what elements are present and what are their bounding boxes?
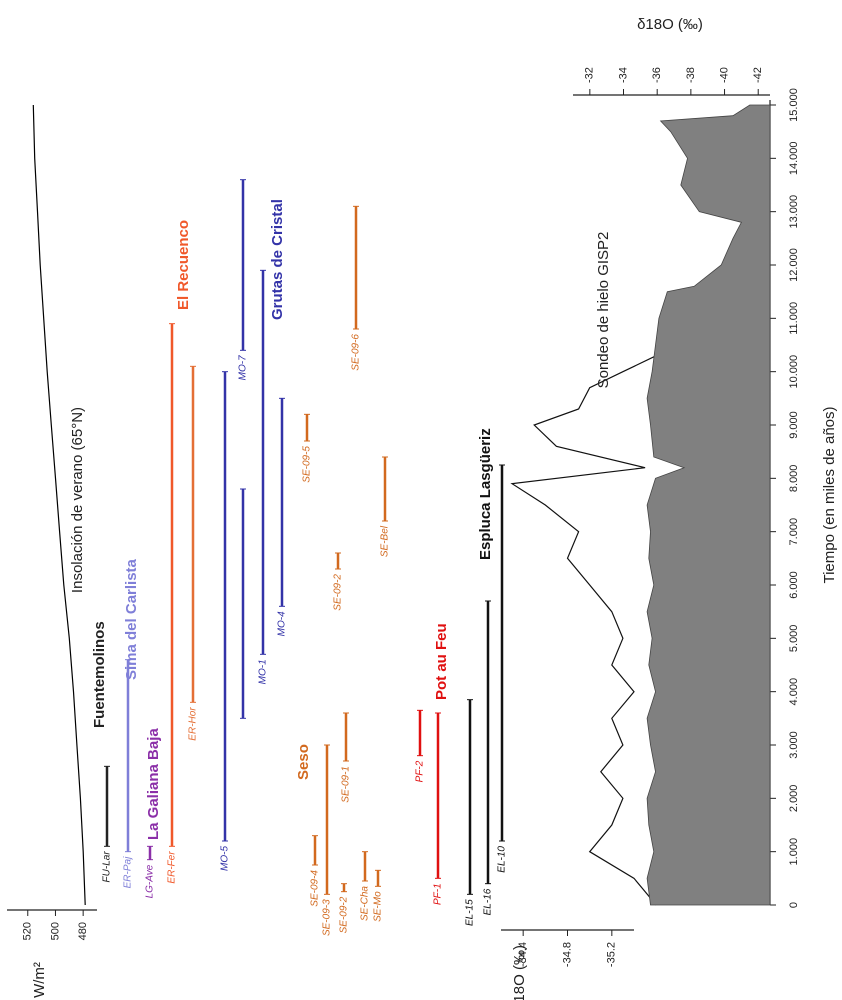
rotated-frame: 0 1.000 2.000 3.000 4.000 5.000 6.000 7.000 8.00… xyxy=(7,16,838,1000)
group-label: Seso xyxy=(295,744,312,780)
x-tick-label: 4.000 xyxy=(788,678,800,706)
range-label: LG-Ave xyxy=(145,864,156,898)
y-tick-label: -35.2 xyxy=(606,942,618,967)
range-label: SE-09-3 xyxy=(322,899,333,936)
range-label: SE-09-2 xyxy=(339,896,350,933)
range-label: ER-Fer xyxy=(167,851,178,884)
x-tick-label: 10.000 xyxy=(788,355,800,389)
range-label: SE-Cha xyxy=(360,886,371,921)
area xyxy=(646,104,771,906)
y-tick-label: -40 xyxy=(718,67,730,83)
range-label: MO-7 xyxy=(238,355,249,380)
range-label: SE-Bel xyxy=(380,525,391,557)
x-tick-label: 5.000 xyxy=(788,625,800,653)
range-label: SE-Mo xyxy=(373,891,384,922)
y-tick-label: -34.8 xyxy=(561,942,573,967)
range-label: ER-Hor xyxy=(188,707,199,741)
range-label: SE-09-5 xyxy=(302,446,313,483)
group-label: El Recuenco xyxy=(175,220,192,310)
range-label: PF-1 xyxy=(433,883,444,905)
range-label: MO-1 xyxy=(258,659,269,684)
y-tick-label: -36 xyxy=(651,67,663,83)
y-tick-label: 480 xyxy=(77,922,89,940)
group-label: Sima del Carlista xyxy=(123,558,140,680)
range-label: MO-5 xyxy=(220,846,231,871)
line xyxy=(510,355,657,906)
y-tick-label: -42 xyxy=(752,67,764,83)
range-label: EL-15 xyxy=(465,899,476,926)
x-tick-label: 7.000 xyxy=(788,518,800,546)
group-label: La Galiana Baja xyxy=(145,728,162,840)
range-label: SE-09-2 xyxy=(333,574,344,611)
range-label: EL-10 xyxy=(497,846,508,873)
range-label: MO-4 xyxy=(277,611,288,636)
chart-title: Insolación de verano (65°N) xyxy=(69,407,86,593)
range-label: FU-Lar xyxy=(102,851,113,883)
x-tick-label: 14.000 xyxy=(788,142,800,176)
line xyxy=(32,104,86,906)
x-axis-title: Tiempo (en miles de años) xyxy=(821,406,838,583)
y-axis-title: δ18O (‰) xyxy=(511,945,528,1000)
x-tick-label: 0 xyxy=(788,902,800,908)
chart-title: Sondeo de hielo GISP2 xyxy=(595,232,612,389)
y-axis-title: δ18O (‰) xyxy=(637,16,703,33)
x-tick-label: 13.000 xyxy=(788,195,800,229)
x-tick-label: 15.000 xyxy=(788,88,800,122)
y-tick-label: -32 xyxy=(584,67,596,83)
x-tick-label: 3.000 xyxy=(788,731,800,759)
range-label: PF-2 xyxy=(415,760,426,782)
y-axis-title: W/m² xyxy=(31,962,48,998)
y-tick-label: 500 xyxy=(49,922,61,940)
group-label: Pot au Feu xyxy=(433,623,450,700)
y-tick-label: -38 xyxy=(685,67,697,83)
range-label: SE-09-6 xyxy=(351,334,362,371)
x-tick-label: 8.000 xyxy=(788,465,800,493)
y-tick-label: -34.4 xyxy=(517,942,529,967)
group-label: Fuentemolinos xyxy=(91,621,108,728)
x-tick-label: 1.000 xyxy=(788,838,800,866)
group-label: Grutas de Cristal xyxy=(269,199,286,320)
x-tick-label: 9.000 xyxy=(788,411,800,439)
x-tick-label: 2.000 xyxy=(788,785,800,813)
group-label: Espluca Lasgüeriz xyxy=(477,428,494,560)
range-label: SE-09-1 xyxy=(341,766,352,803)
x-tick-label: 11.000 xyxy=(788,302,800,335)
range-label: SE-09-4 xyxy=(310,870,321,907)
y-tick-label: -34 xyxy=(617,67,629,83)
x-tick-label: 6.000 xyxy=(788,571,800,599)
range-label: EL-16 xyxy=(483,888,494,915)
x-tick-label: 12.000 xyxy=(788,248,800,282)
range-label: ER-Paj xyxy=(123,856,134,888)
y-tick-label: 520 xyxy=(22,922,34,940)
